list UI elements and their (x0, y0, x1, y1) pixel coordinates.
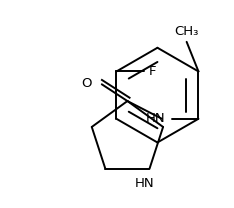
Text: F: F (149, 65, 157, 78)
Text: CH₃: CH₃ (174, 25, 199, 38)
Text: HN: HN (135, 177, 154, 190)
Text: O: O (81, 77, 92, 90)
Text: HN: HN (145, 112, 165, 125)
